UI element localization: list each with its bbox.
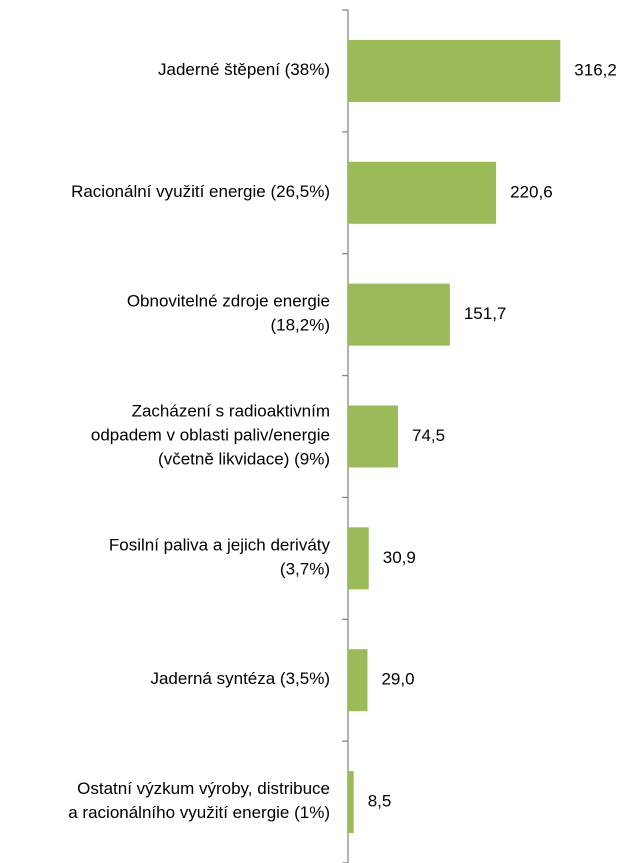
value-label: 30,9 xyxy=(383,548,416,567)
bar xyxy=(348,649,368,712)
value-label: 74,5 xyxy=(412,426,445,445)
category-label: Jaderná syntéza (3,5%) xyxy=(150,670,330,689)
bar xyxy=(348,771,354,834)
value-label: 8,5 xyxy=(368,792,392,811)
category-label: Obnovitelné zdroje energie (18,2%) xyxy=(127,292,330,335)
category-label: Jaderné štěpení (38%) xyxy=(158,60,330,79)
bar xyxy=(348,39,561,102)
bar xyxy=(348,283,450,346)
value-label: 29,0 xyxy=(381,670,414,689)
category-label: Racionální využití energie (26,5%) xyxy=(71,182,330,201)
bar xyxy=(348,161,497,224)
category-label: Ostatní výzkum výroby, distribuce a racio… xyxy=(68,780,330,823)
category-label: Zacházení s radioaktivním odpadem v oblas… xyxy=(91,402,330,469)
value-label: 151,7 xyxy=(464,304,507,323)
bar xyxy=(348,405,399,468)
value-label: 220,6 xyxy=(510,182,553,201)
bar xyxy=(348,527,369,590)
category-label: Fosilní paliva a jejich deriváty (3,7%) xyxy=(109,536,331,579)
value-label: 316,2 xyxy=(574,60,617,79)
